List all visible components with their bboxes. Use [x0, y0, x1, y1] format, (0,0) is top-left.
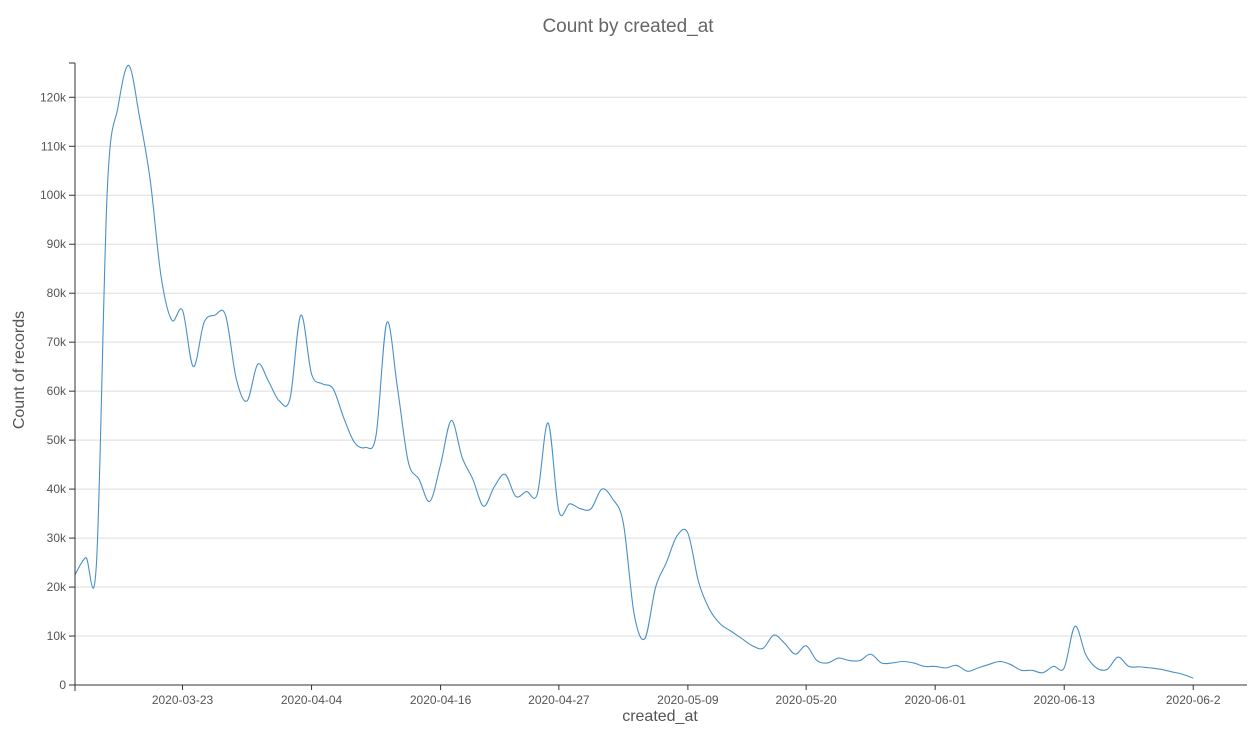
y-tick-label: 100k [40, 188, 67, 202]
y-tick-label: 120k [40, 90, 67, 104]
y-axis-label: Count of records [11, 311, 28, 429]
x-tick-label: 2020-06-01 [904, 693, 966, 707]
x-axis-label: created_at [622, 708, 698, 725]
y-tick-label: 110k [41, 139, 67, 153]
y-tick-label: 90k [47, 237, 67, 251]
x-axis-ticks: 2020-03-23 2020-04-04 2020-04-16 2020-04-27… [152, 685, 1221, 707]
x-tick-label: 2020-04-27 [528, 693, 590, 707]
x-tick-label: 2020-05-20 [775, 693, 837, 707]
gridlines [75, 96, 1247, 637]
y-tick-label: 30k [47, 531, 67, 545]
y-tick-label: 20k [47, 580, 67, 594]
x-tick-label: 2020-03-23 [152, 693, 214, 707]
y-axis-ticks: 0 10k 20k 30k 40k 50k 60k 70k 80k 90k 100k 110k 120k [40, 90, 75, 692]
y-tick-label: 10k [47, 629, 67, 643]
y-tick-label: 80k [47, 286, 67, 300]
y-tick-label: 60k [47, 384, 67, 398]
y-tick-label: 0 [59, 678, 66, 692]
x-tick-label: 2020-04-04 [281, 693, 343, 707]
series-line [74, 64, 1194, 679]
axes [69, 62, 1247, 691]
x-tick-label: 2020-06-13 [1034, 693, 1096, 707]
chart-title: Count by created_at [542, 16, 714, 37]
x-tick-label: 2020-06-2 [1166, 693, 1221, 707]
series-group [74, 64, 1194, 679]
y-tick-label: 50k [47, 433, 67, 447]
x-tick-label: 2020-04-16 [410, 693, 472, 707]
y-tick-label: 70k [47, 335, 67, 349]
y-tick-label: 40k [47, 482, 67, 496]
x-tick-label: 2020-05-09 [657, 693, 719, 707]
